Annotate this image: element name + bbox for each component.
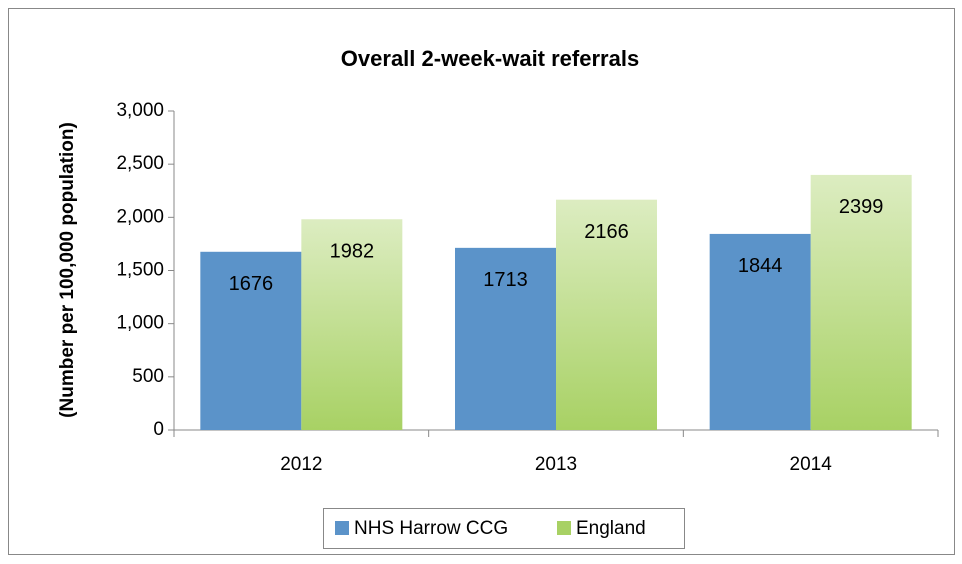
data-label: 1844 [738,255,783,277]
bar [301,219,403,430]
legend-label: England [576,518,646,539]
x-tick-label: 2012 [280,454,322,475]
bar [455,247,556,430]
data-label: 2166 [584,221,629,243]
chart-title: Overall 2-week-wait referrals [341,46,639,71]
data-label: 1713 [483,269,528,291]
y-tick-label: 2,000 [116,206,164,227]
data-label: 1982 [330,241,375,263]
x-tick-label: 2014 [790,454,833,475]
bar [200,251,302,430]
data-label: 2399 [839,196,884,218]
y-tick-label: 2,500 [116,153,164,174]
data-label: 1676 [229,273,274,295]
y-tick-label: 0 [153,419,164,440]
y-tick-label: 3,000 [116,100,164,121]
x-tick-label: 2013 [535,454,577,475]
y-axis-label: (Number per 100,000 population) [57,122,78,418]
legend-label: NHS Harrow CCG [354,518,508,539]
bar [556,199,657,430]
y-tick-label: 1,000 [116,313,164,334]
legend-box [323,508,685,549]
y-tick-label: 1,500 [116,260,164,281]
legend-swatch [335,521,349,535]
bar [810,174,912,430]
y-tick-label: 500 [132,366,164,387]
bar [709,233,811,430]
legend-swatch [557,521,571,535]
